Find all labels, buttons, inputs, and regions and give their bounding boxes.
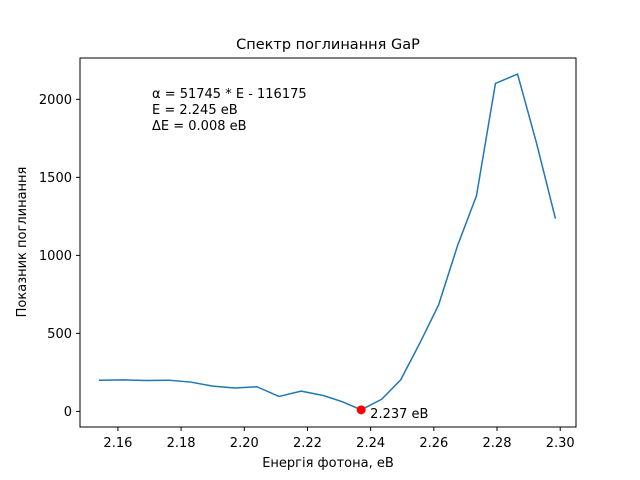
y-tick-label: 0 xyxy=(64,405,72,420)
x-axis-label: Енергія фотона, eB xyxy=(262,456,394,471)
annotation-line-3: ΔE = 0.008 eB xyxy=(152,119,247,134)
series-line xyxy=(98,73,557,411)
chart-title: Спектр поглинання GaP xyxy=(236,37,420,53)
x-tick-label: 2.20 xyxy=(230,436,259,451)
x-tick-label: 2.28 xyxy=(483,436,512,451)
y-tick-label: 2000 xyxy=(39,93,72,108)
y-axis-label: Показник поглинання xyxy=(15,167,30,318)
annotation-line-2: E = 2.245 eB xyxy=(152,103,238,118)
x-tick-label: 2.16 xyxy=(103,436,132,451)
y-tick-label: 1500 xyxy=(39,171,72,186)
x-tick-label: 2.18 xyxy=(167,436,196,451)
y-tick-label: 1000 xyxy=(39,249,72,264)
x-tick-label: 2.22 xyxy=(293,436,322,451)
annotation-line-1: α = 51745 * E - 116175 xyxy=(152,87,307,102)
minimum-marker xyxy=(356,405,366,415)
x-axis-ticks: 2.16 2.18 2.20 2.22 2.24 2.26 2.28 2.30 xyxy=(103,427,575,451)
plot-frame xyxy=(79,57,577,428)
y-tick-label: 500 xyxy=(47,327,72,342)
y-axis-ticks: 0 500 1000 1500 2000 xyxy=(39,93,80,420)
x-tick-label: 2.26 xyxy=(419,436,448,451)
x-tick-label: 2.30 xyxy=(546,436,575,451)
minimum-marker-label: 2.237 eB xyxy=(370,407,428,422)
x-tick-label: 2.24 xyxy=(356,436,385,451)
